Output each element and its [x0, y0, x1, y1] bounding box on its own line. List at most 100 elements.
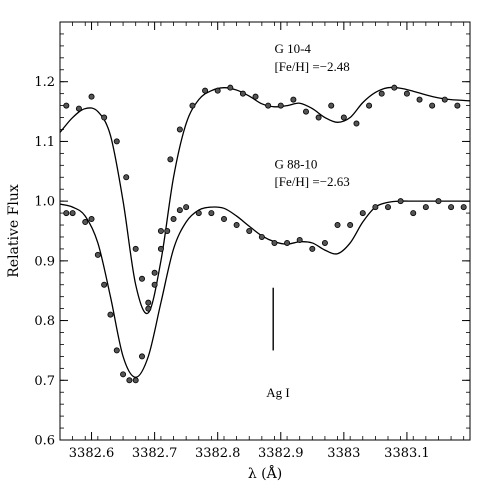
data-point-series-2: [63, 210, 70, 217]
data-point-series-1: [113, 138, 120, 145]
y-axis-label: Relative Flux: [6, 184, 22, 278]
plot-frame: [59, 21, 471, 441]
data-point-series-1: [252, 93, 259, 100]
data-point-series-2: [82, 219, 89, 226]
data-point-series-1: [302, 108, 309, 115]
data-point-series-2: [309, 245, 316, 252]
data-point-series-2: [258, 233, 265, 240]
y-tick-label: 0.8: [34, 314, 55, 329]
data-point-series-2: [208, 210, 215, 217]
data-point-series-1: [167, 156, 174, 163]
data-point-series-1: [151, 281, 158, 288]
x-tick-label: 3382.6: [69, 446, 115, 461]
x-tick-label: 3382.9: [258, 446, 304, 461]
data-point-series-1: [454, 102, 461, 109]
model-line-series-2: [59, 200, 470, 378]
data-point-series-2: [183, 204, 190, 211]
y-tick-label: 0.9: [34, 254, 55, 269]
data-point-series-2: [164, 227, 171, 234]
data-point-series-1: [88, 93, 95, 100]
data-point-series-2: [296, 236, 303, 243]
data-point-series-1: [403, 90, 410, 97]
data-point-series-1: [239, 90, 246, 97]
data-point-series-1: [391, 84, 398, 91]
data-point-series-1: [63, 102, 70, 109]
data-point-series-1: [202, 87, 209, 94]
data-point-series-2: [372, 204, 379, 211]
x-tick-label: 3382.8: [195, 446, 241, 461]
data-point-series-2: [397, 198, 404, 205]
data-point-series-2: [359, 210, 366, 217]
data-point-series-1: [75, 105, 82, 112]
data-point-series-1: [378, 90, 385, 97]
annotation: [Fe/H] =−2.63: [274, 174, 349, 189]
data-point-series-2: [132, 377, 139, 384]
x-axis-label: λ (Å): [248, 464, 282, 482]
plot-area: 3382.6 3382.7 3382.8 3382.9 3383 3383.1 0.6 0.7…: [34, 21, 471, 461]
annotation: Ag I: [266, 385, 289, 400]
data-point-series-1: [176, 126, 183, 133]
data-point-series-1: [132, 245, 139, 252]
data-point-series-2: [334, 222, 341, 229]
data-point-series-2: [410, 210, 417, 217]
data-point-series-1: [441, 96, 448, 103]
x-tick-label: 3383: [327, 446, 360, 461]
y-tick-label: 1.1: [34, 135, 55, 150]
data-point-series-2: [138, 353, 145, 360]
y-tick-label: 1.2: [34, 75, 55, 90]
data-point-series-2: [145, 305, 152, 312]
data-point-series-2: [246, 227, 253, 234]
x-tick-label: 3382.7: [132, 446, 178, 461]
data-point-series-1: [277, 102, 284, 109]
data-point-series-2: [113, 347, 120, 354]
annotation: G 88-10: [274, 156, 317, 171]
data-point-series-2: [94, 251, 101, 258]
data-point-series-2: [435, 198, 442, 205]
data-point-series-2: [126, 377, 133, 384]
data-point-series-2: [460, 204, 467, 211]
data-point-series-1: [429, 102, 436, 109]
data-point-series-1: [340, 114, 347, 121]
data-point-series-1: [227, 84, 234, 91]
data-point-series-2: [233, 222, 240, 229]
data-point-series-2: [321, 239, 328, 246]
data-point-series-1: [328, 102, 335, 109]
data-point-series-1: [138, 275, 145, 282]
y-tick-label: 0.6: [34, 434, 55, 449]
data-point-series-2: [151, 269, 158, 276]
data-point-series-2: [157, 245, 164, 252]
data-point-series-2: [384, 204, 391, 211]
data-point-series-1: [353, 120, 360, 127]
y-tick-label: 0.7: [34, 374, 55, 389]
annotation: [Fe/H] =−2.48: [274, 59, 349, 74]
data-point-series-2: [220, 216, 227, 223]
data-point-series-2: [176, 207, 183, 214]
data-point-series-2: [88, 216, 95, 223]
data-point-series-2: [422, 204, 429, 211]
data-point-series-2: [448, 204, 455, 211]
data-point-series-1: [416, 96, 423, 103]
data-point-series-2: [120, 371, 127, 378]
data-point-series-1: [214, 87, 221, 94]
x-tick-label: 3383.1: [384, 446, 430, 461]
annotation: G 10-4: [274, 41, 311, 56]
data-point-series-1: [366, 102, 373, 109]
y-tick-label: 1.0: [34, 195, 55, 210]
data-point-series-1: [189, 102, 196, 109]
data-point-series-1: [123, 174, 130, 181]
data-point-series-1: [101, 114, 108, 121]
data-point-series-1: [315, 114, 322, 121]
data-point-series-1: [157, 227, 164, 234]
data-point-series-2: [271, 239, 278, 246]
data-point-series-1: [145, 299, 152, 306]
data-point-series-2: [347, 222, 354, 229]
data-point-series-2: [101, 281, 108, 288]
data-point-series-1: [290, 96, 297, 103]
data-point-series-2: [170, 216, 177, 223]
data-point-series-2: [69, 210, 76, 217]
data-point-series-1: [265, 102, 272, 109]
data-point-series-2: [107, 311, 114, 318]
data-point-series-2: [195, 210, 202, 217]
data-point-series-2: [284, 239, 291, 246]
